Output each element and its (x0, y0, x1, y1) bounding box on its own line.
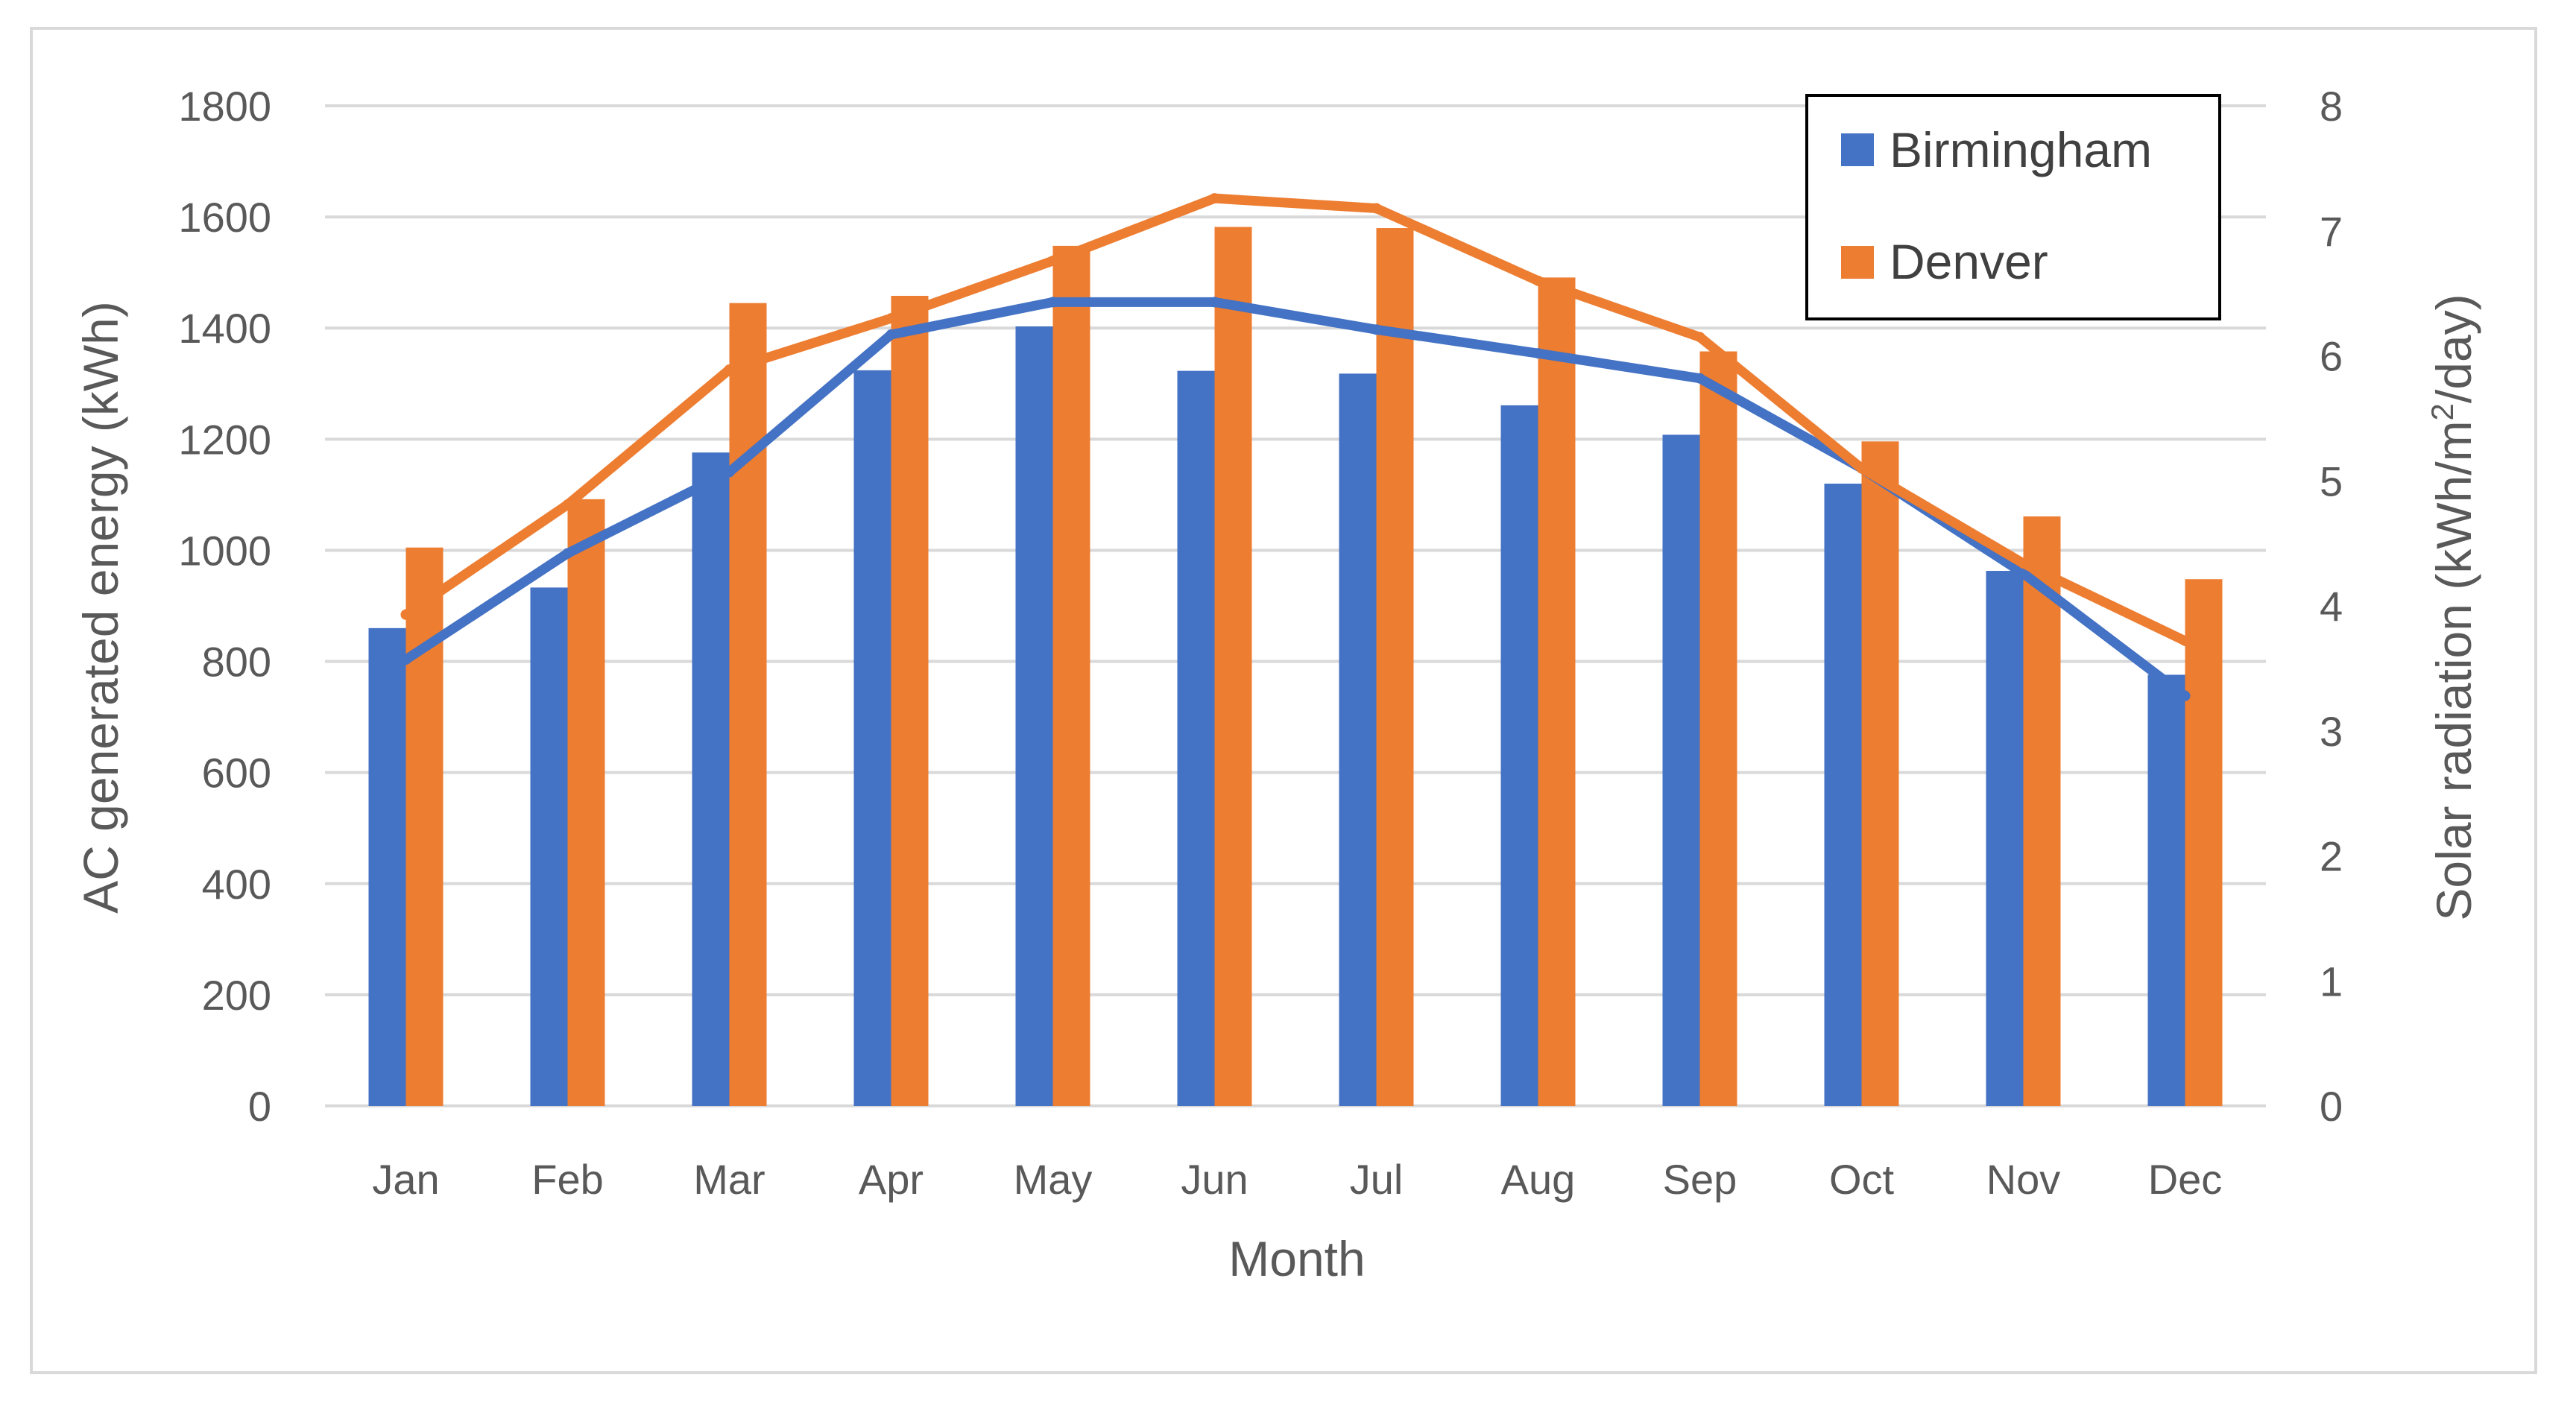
bar-birmingham-nov (1986, 571, 2024, 1106)
point-birmingham-apr (886, 329, 897, 340)
bar-denver-mar (729, 303, 767, 1106)
x-tick-sep: Sep (1663, 1156, 1737, 1203)
y-tick-left-1000: 1000 (178, 527, 271, 574)
legend-label-denver: Denver (1890, 234, 2048, 289)
point-denver-dec (2179, 635, 2191, 646)
x-tick-jan: Jan (372, 1156, 439, 1203)
x-axis-title: Month (1228, 1231, 1365, 1286)
x-tick-may: May (1014, 1156, 1093, 1203)
x-tick-dec: Dec (2148, 1156, 2223, 1203)
point-birmingham-jun (1209, 297, 1220, 308)
y-axis-title-right-prefix: Solar radiation (kWh/m (2426, 420, 2481, 920)
y-tick-right-7: 7 (2320, 208, 2343, 255)
y-tick-left-1800: 1800 (178, 83, 271, 130)
bar-denver-nov (2023, 516, 2061, 1106)
point-birmingham-may (1047, 297, 1058, 308)
bar-denver-feb (567, 499, 605, 1106)
bar-denver-aug (1538, 277, 1576, 1106)
bar-denver-jun (1214, 227, 1252, 1106)
y-tick-left-800: 800 (202, 639, 271, 686)
y-axis-title-right: Solar radiation (kWh/m2/day) (2425, 294, 2481, 920)
y-tick-right-5: 5 (2320, 458, 2343, 505)
y-tick-left-1200: 1200 (178, 416, 271, 463)
point-denver-oct (1856, 463, 1867, 474)
x-tick-feb: Feb (531, 1156, 604, 1203)
legend-label-birmingham: Birmingham (1890, 122, 2152, 177)
bar-denver-dec (2185, 579, 2223, 1106)
y-tick-right-2: 2 (2320, 833, 2343, 880)
bar-birmingham-sep (1662, 434, 1700, 1106)
y-tick-right-6: 6 (2320, 333, 2343, 380)
bar-denver-oct (1861, 441, 1899, 1106)
x-tick-mar: Mar (693, 1156, 765, 1203)
legend: Birmingham Denver (1805, 94, 2221, 320)
bar-birmingham-feb (530, 587, 568, 1106)
bar-denver-jul (1376, 228, 1414, 1106)
bar-birmingham-jun (1177, 370, 1215, 1106)
point-denver-feb (562, 499, 573, 510)
y-axis-title-right-suffix: /day) (2426, 294, 2481, 403)
x-tick-jul: Jul (1350, 1156, 1404, 1203)
y-tick-left-600: 600 (202, 750, 271, 797)
y-axis-title-right-superscript: 2 (2425, 403, 2460, 420)
y-tick-right-1: 1 (2320, 958, 2343, 1005)
y-tick-left-200: 200 (202, 972, 271, 1019)
point-birmingham-feb (562, 548, 573, 559)
point-birmingham-mar (724, 467, 735, 478)
bars (368, 227, 2223, 1107)
y-tick-right-0: 0 (2320, 1083, 2343, 1130)
bar-birmingham-aug (1500, 405, 1538, 1106)
y-tick-left-0: 0 (248, 1083, 271, 1130)
legend-swatch-birmingham (1841, 133, 1874, 166)
point-denver-jan (400, 609, 411, 620)
gridlines (325, 104, 2266, 1107)
bar-birmingham-may (1015, 326, 1053, 1106)
legend-swatch-denver (1841, 246, 1874, 279)
bar-denver-sep (1699, 351, 1737, 1107)
x-tick-jun: Jun (1181, 1156, 1248, 1203)
point-birmingham-dec (2179, 690, 2191, 701)
point-denver-mar (724, 364, 735, 375)
bar-birmingham-jul (1339, 373, 1377, 1106)
y-tick-left-400: 400 (202, 861, 271, 908)
x-tick-oct: Oct (1829, 1156, 1895, 1203)
y-tick-left-1400: 1400 (178, 305, 271, 352)
x-tick-apr: Apr (859, 1156, 924, 1203)
point-denver-nov (2018, 557, 2029, 569)
point-birmingham-sep (1694, 373, 1705, 384)
point-birmingham-aug (1532, 348, 1544, 359)
bar-denver-apr (891, 295, 929, 1107)
legend-box (1805, 94, 2221, 320)
point-birmingham-jan (400, 654, 411, 665)
point-denver-sep (1694, 332, 1705, 343)
line-denver (401, 193, 2190, 646)
bar-denver-jan (405, 547, 443, 1106)
y-tick-right-4: 4 (2320, 583, 2343, 630)
point-denver-apr (886, 313, 897, 324)
point-denver-jun (1209, 193, 1220, 204)
point-birmingham-jul (1371, 324, 1382, 335)
point-birmingham-nov (2018, 568, 2029, 579)
bar-birmingham-oct (1824, 483, 1862, 1106)
point-denver-aug (1532, 275, 1544, 286)
bar-birmingham-dec (2147, 674, 2185, 1106)
lines (400, 193, 2191, 701)
y-tick-right-3: 3 (2320, 708, 2343, 755)
bar-birmingham-apr (853, 370, 891, 1107)
x-tick-aug: Aug (1501, 1156, 1576, 1203)
bar-birmingham-jan (368, 627, 406, 1106)
x-tick-nov: Nov (1986, 1156, 2061, 1203)
bar-birmingham-mar (692, 452, 730, 1106)
point-denver-may (1047, 256, 1058, 267)
y-tick-right-8: 8 (2320, 83, 2343, 130)
bar-denver-may (1052, 245, 1090, 1106)
tick-labels: 0 200 400 600 800 1000 1200 1400 1600 1800 0 1 2 3 4 5 6… (178, 83, 2343, 1203)
point-denver-jul (1371, 203, 1382, 214)
y-tick-left-1600: 1600 (178, 194, 271, 241)
y-axis-title-left: AC generated energy (kWh) (73, 301, 128, 914)
